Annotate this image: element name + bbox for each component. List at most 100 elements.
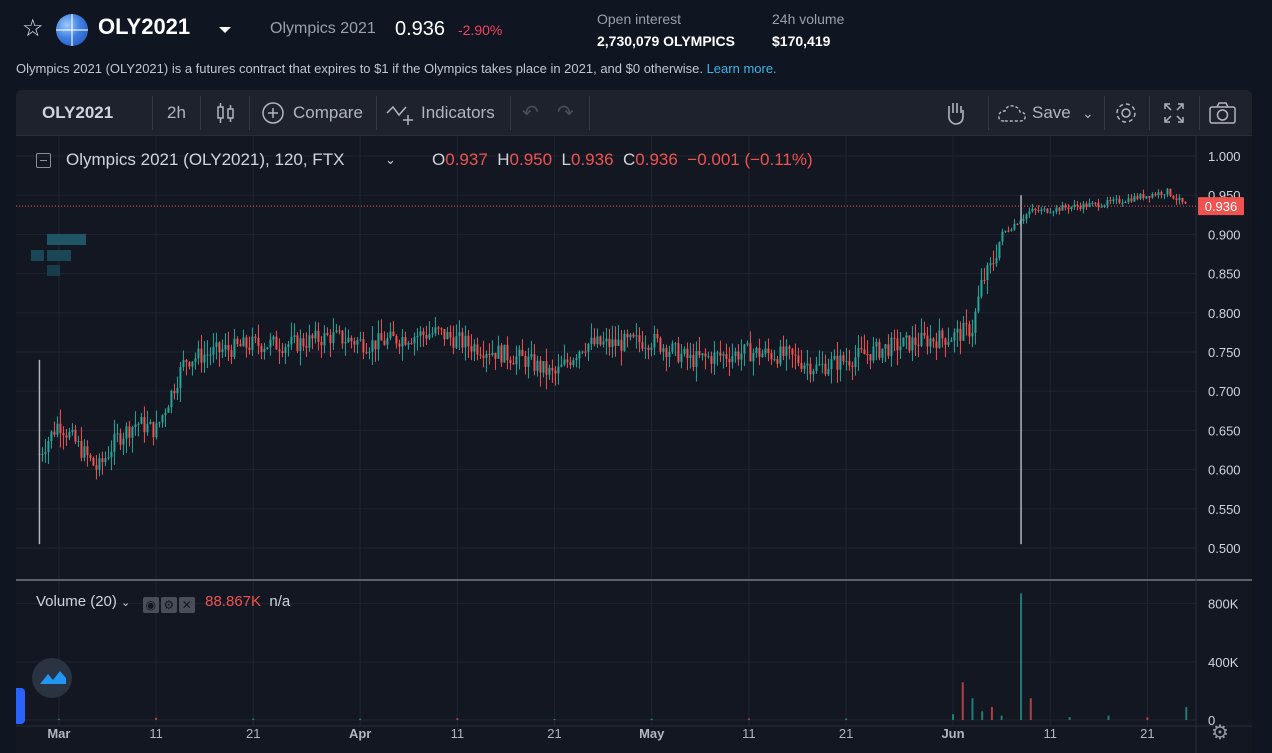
volume-bar (990, 706, 993, 720)
candle-body (893, 337, 896, 339)
close-icon[interactable]: ✕ (178, 597, 195, 613)
y-tick-label: 0.700 (1208, 384, 1241, 399)
market-ticker[interactable]: OLY2021 (98, 14, 191, 39)
hand-icon[interactable] (945, 100, 967, 126)
chevron-down-icon[interactable] (219, 27, 231, 33)
chevron-down-icon[interactable]: ⌄ (121, 597, 131, 609)
volume-bar (952, 714, 955, 720)
side-panel-toggle[interactable] (16, 688, 25, 724)
candle-body (641, 342, 644, 349)
candle-body (107, 457, 110, 459)
candle-body (320, 341, 323, 346)
candle-body (47, 441, 50, 453)
undo-icon[interactable]: ↶ (522, 102, 539, 124)
candle-body (980, 279, 983, 297)
toolbar-divider (1104, 96, 1105, 130)
x-tick-label: 21 (1140, 726, 1154, 741)
volume-bar (845, 718, 848, 720)
candle-body (881, 348, 884, 358)
candle-body (824, 363, 827, 375)
y-tick-label: 0.650 (1208, 423, 1241, 438)
candle-body (293, 335, 296, 337)
candle-body (1124, 202, 1127, 204)
camera-icon[interactable] (1209, 102, 1237, 124)
y-tick-label: 0.800 (1208, 306, 1241, 321)
cloud-icon[interactable] (997, 102, 1027, 124)
x-tick-label: 11 (451, 726, 465, 741)
ftx-logo-icon (31, 234, 86, 276)
candle-body (653, 334, 656, 348)
star-icon[interactable]: ☆ (22, 15, 44, 42)
candle-body (938, 330, 941, 348)
candle-body (1145, 196, 1148, 199)
candle-body (245, 337, 248, 348)
candle-body (986, 265, 989, 280)
compare-button[interactable]: Compare (293, 103, 363, 122)
chevron-down-icon[interactable]: ⌄ (385, 152, 396, 167)
indicators-button[interactable]: Indicators (421, 103, 495, 122)
candles-group (38, 188, 1187, 480)
candle-body (353, 341, 356, 345)
settings-gear-icon[interactable]: ⚙ (1211, 722, 1229, 744)
candle-body (536, 360, 539, 371)
save-button[interactable]: Save (1032, 103, 1071, 122)
collapse-legend-icon[interactable] (36, 153, 51, 168)
settings-icon[interactable]: ⚙ (160, 597, 177, 613)
settings-gear-icon[interactable] (1114, 101, 1138, 125)
candle-body (914, 337, 917, 345)
candles-icon[interactable] (216, 102, 236, 124)
eye-icon[interactable]: ◉ (142, 597, 159, 613)
indicators-icon[interactable] (386, 101, 416, 125)
open-interest-value: 2,730,079 OLYMPICS (597, 33, 736, 49)
candle-body (623, 333, 626, 351)
candle-body (317, 330, 320, 342)
candle-body (41, 453, 44, 455)
candle-body (275, 336, 278, 350)
candle-body (443, 328, 446, 340)
candle-body (491, 352, 494, 356)
candle-body (941, 330, 944, 339)
candle-body (1139, 193, 1142, 199)
candle-body (944, 338, 947, 345)
compare-plus-icon[interactable] (261, 101, 285, 125)
volume-bar (747, 718, 750, 720)
candle-body (110, 451, 113, 458)
candle-body (716, 352, 719, 354)
candle-body (1070, 206, 1073, 210)
candle-body (1055, 207, 1058, 212)
candle-body (956, 328, 959, 333)
y-tick-label: 0.850 (1208, 267, 1241, 282)
interval-button[interactable]: 2h (167, 103, 186, 122)
candle-body (992, 263, 995, 265)
candle-body (935, 341, 938, 348)
tradingview-logo-icon[interactable] (32, 658, 72, 698)
candle-body (308, 335, 311, 348)
candle-body (1106, 200, 1109, 206)
candle-body (506, 344, 509, 361)
candle-body (857, 347, 860, 358)
candle-body (143, 417, 146, 433)
candle-body (128, 426, 131, 438)
redo-icon[interactable]: ↷ (557, 102, 574, 124)
candle-body (248, 347, 251, 350)
candle-body (998, 241, 1001, 259)
fullscreen-icon[interactable] (1163, 102, 1185, 124)
volume-bar (553, 718, 556, 720)
candle-body (602, 341, 605, 345)
candle-body (467, 335, 470, 347)
toolbar-divider (376, 96, 377, 130)
toolbar-symbol[interactable]: OLY2021 (42, 103, 114, 122)
candle-body (635, 335, 638, 337)
candle-body (122, 438, 125, 445)
candle-body (926, 335, 929, 347)
chart-widget: OLY2021 2h Compare Indicators ↶ ↷ (16, 90, 1252, 753)
candle-body (704, 353, 707, 357)
change-value: −0.001 (−0.11%) (687, 150, 813, 169)
learn-more-link[interactable]: Learn more. (706, 61, 777, 76)
candle-body (206, 354, 209, 356)
price-chart[interactable]: Mar 11 21 Apr 11 21 May 11 21 Jun 11 21 1.000 0.950 0.… (16, 136, 1252, 753)
chevron-down-icon[interactable]: ⌄ (1082, 105, 1094, 121)
candle-body (341, 330, 344, 344)
candle-body (164, 412, 167, 416)
candle-body (521, 349, 524, 356)
